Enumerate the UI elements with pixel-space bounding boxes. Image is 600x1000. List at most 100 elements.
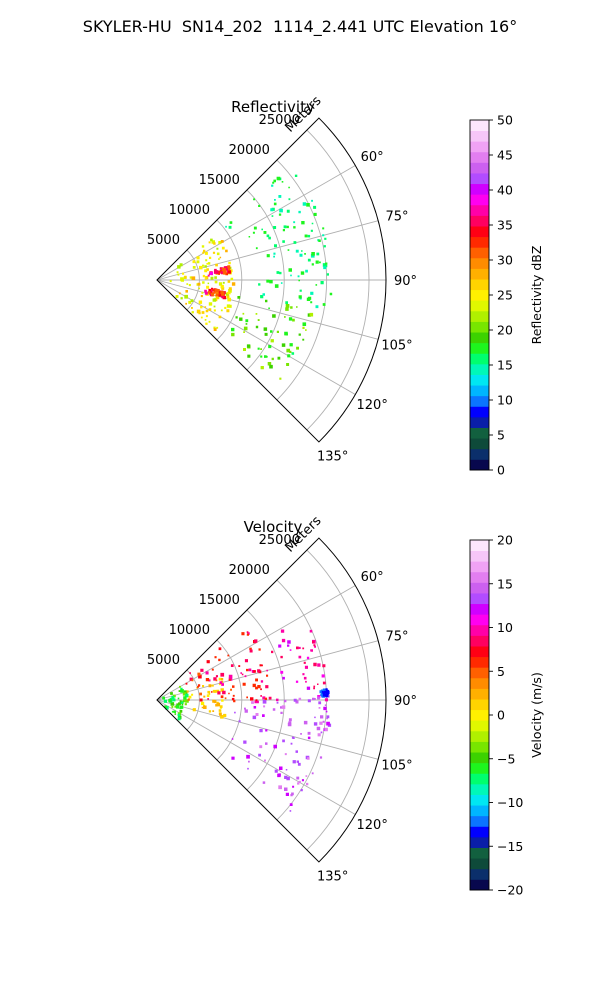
sector-frame	[156, 537, 387, 863]
colorbar-swatch	[470, 783, 489, 795]
colorbar-swatch	[470, 847, 489, 859]
colorbar-tick-label: 30	[497, 253, 513, 268]
echo-gates	[171, 685, 189, 716]
colorbar-swatch	[470, 120, 489, 132]
colorbar-swatch	[470, 805, 489, 817]
azimuth-line-120	[156, 699, 356, 815]
colorbar-swatch	[470, 300, 489, 312]
echo-gates	[192, 678, 227, 719]
colorbar-tick-label: −20	[497, 883, 523, 898]
colorbar-swatch	[470, 582, 489, 594]
echo-gates	[186, 678, 224, 716]
angle-tick-label: 60°	[361, 570, 384, 585]
colorbar-swatch	[470, 794, 489, 806]
colorbar-swatch	[470, 130, 489, 142]
colorbar-swatch	[470, 353, 489, 365]
figure-title: SKYLER-HU SN14_202 1114_2.441 UTC Elevat…	[83, 17, 517, 37]
echo-gates	[291, 352, 295, 355]
echo-region-5	[319, 688, 330, 698]
colorbar-swatch	[470, 204, 489, 216]
echo-gates	[170, 690, 188, 720]
echo-gates	[162, 689, 187, 713]
colorbar-swatch	[470, 571, 489, 583]
radial-tick-label: 25000	[259, 533, 300, 548]
angle-tick-label: 120°	[357, 398, 388, 413]
colorbar-tick-label: 20	[497, 323, 513, 338]
colorbar-swatch	[470, 868, 489, 880]
colorbar-tick-label: 50	[497, 113, 513, 128]
echo-region-4	[231, 695, 332, 812]
panel-title: Velocity	[244, 518, 303, 536]
sector-frame	[156, 117, 387, 443]
angle-tick-label: 90°	[394, 274, 417, 289]
angle-tick-label: 135°	[317, 450, 348, 465]
colorbar-tick-label: 0	[497, 708, 505, 723]
echo-region-0	[162, 685, 189, 721]
colorbar-swatch	[470, 720, 489, 732]
colorbar-swatch	[470, 730, 489, 742]
angle-tick-label: 120°	[357, 818, 388, 833]
panel-title: Reflectivity	[231, 98, 315, 116]
colorbar-swatch	[470, 151, 489, 163]
colorbar-swatch	[470, 646, 489, 658]
angle-tick-label: 105°	[381, 338, 412, 353]
colorbar-swatch	[470, 438, 489, 450]
colorbar-label: Reflectivity dBZ	[529, 246, 544, 345]
colorbar-swatch	[470, 688, 489, 700]
azimuth-line-105	[156, 699, 379, 760]
echo-gates	[222, 265, 231, 275]
radial-tick-label: 20000	[229, 143, 270, 158]
colorbar-swatch	[470, 374, 489, 386]
colorbar-tick-label: 5	[497, 664, 505, 679]
colorbar-swatch	[470, 635, 489, 647]
colorbar-swatch	[470, 593, 489, 605]
colorbar-swatch	[470, 709, 489, 721]
colorbar-swatch	[470, 858, 489, 870]
echo-gates	[321, 688, 330, 698]
angle-tick-label: 105°	[381, 758, 412, 773]
colorbar-swatch	[470, 427, 489, 439]
echo-gates	[276, 629, 328, 702]
colorbar-swatch	[470, 677, 489, 689]
colorbar-swatch	[470, 289, 489, 301]
colorbar-swatch	[470, 815, 489, 827]
colorbar-swatch	[470, 603, 489, 615]
echo-gates	[182, 246, 233, 325]
colorbar-swatch	[470, 826, 489, 838]
colorbar-swatch	[470, 741, 489, 753]
colorbar-tick-label: 15	[497, 576, 513, 591]
colorbar-swatch	[470, 257, 489, 269]
colorbar-swatch	[470, 667, 489, 679]
echo-gates	[251, 697, 328, 790]
colorbar-swatch	[470, 215, 489, 227]
angle-tick-label: 75°	[385, 630, 408, 645]
colorbar-swatch	[470, 226, 489, 238]
radial-tick-label: 20000	[229, 563, 270, 578]
angle-tick-label: 135°	[317, 870, 348, 885]
colorbar-tick-label: 0	[497, 463, 505, 478]
echo-field	[162, 629, 332, 812]
colorbar-swatch	[470, 385, 489, 397]
colorbar-swatch	[470, 194, 489, 206]
colorbar-swatch	[470, 448, 489, 460]
angle-tick-label: 75°	[385, 210, 408, 225]
colorbar-tick-label: −15	[497, 839, 523, 854]
angle-tick-label: 60°	[361, 150, 384, 165]
colorbar-swatch	[470, 836, 489, 848]
angle-tick-labels: 60° 75° 90° 105° 120° 135°	[317, 570, 417, 885]
colorbar-swatch	[470, 310, 489, 322]
colorbar-label: Velocity (m/s)	[529, 672, 544, 758]
azimuth-line-105	[156, 279, 379, 340]
echo-region-3	[207, 265, 232, 277]
echo-region-3	[271, 629, 328, 702]
colorbar-swatch	[470, 332, 489, 344]
colorbar-swatch	[470, 342, 489, 354]
radial-tick-label: 25000	[259, 113, 300, 128]
colorbar: 0 5 10 15 20 25 30 35 40 45 50 Reflectivity dBZ	[469, 113, 544, 478]
colorbar-swatch	[470, 173, 489, 185]
colorbar-swatch	[470, 247, 489, 259]
colorbar-swatch	[470, 879, 489, 891]
echo-gates	[207, 288, 225, 296]
colorbar-tick-label: 10	[497, 620, 513, 635]
colorbar-swatch	[470, 540, 489, 552]
